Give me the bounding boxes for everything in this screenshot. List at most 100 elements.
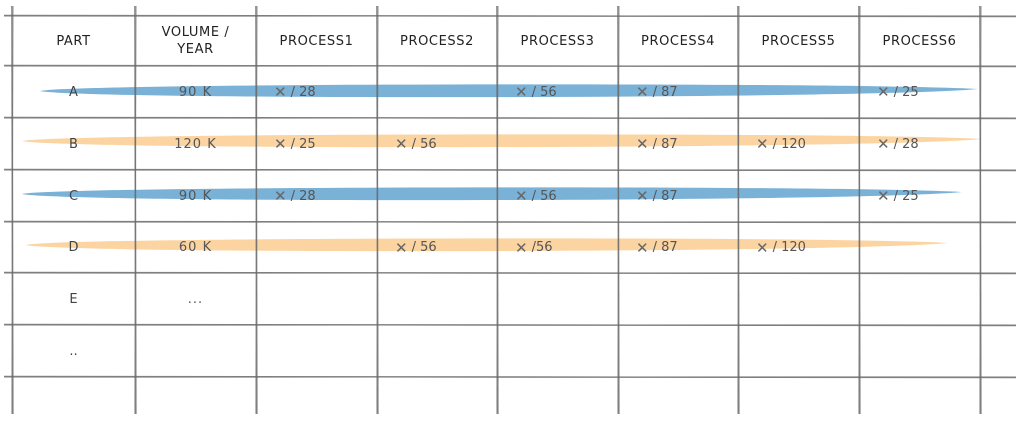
process-assignment: ✕/ 25 (859, 170, 980, 222)
process-assignment: ✕/ 25 (256, 118, 377, 170)
grid-column-line (737, 5, 740, 415)
cycle-value: / 28 (290, 84, 316, 100)
volume-value: 90 K (178, 84, 213, 100)
part-label: .. (69, 343, 78, 359)
process-assignment: ✕/ 28 (256, 170, 377, 222)
process-assignment: ✕/ 87 (618, 66, 738, 118)
cycle-value: / 120 (772, 136, 806, 152)
cross-mark-icon: ✕ (395, 135, 408, 153)
grid-row-line (3, 220, 1017, 224)
cycle-value: / 87 (652, 188, 678, 204)
cycle-value: / 56 (411, 240, 437, 255)
cross-mark-icon: ✕ (756, 238, 769, 257)
cycle-value: / 28 (290, 188, 316, 204)
cycle-value: / 56 (411, 136, 437, 152)
process-assignment: ✕/ 56 (377, 118, 497, 170)
cycle-value: / 87 (652, 240, 678, 255)
volume-value: 90 K (178, 188, 213, 204)
grid-row-line (3, 14, 1017, 18)
process-assignment: ✕/56 (497, 222, 618, 273)
process-assignment: ✕/ 56 (497, 66, 618, 118)
cross-mark-icon: ✕ (877, 83, 890, 101)
cross-mark-icon: ✕ (515, 83, 528, 101)
process-assignment: ✕/ 25 (859, 66, 980, 118)
grid-row-line (3, 168, 1017, 172)
process-assignment: ✕/ 87 (618, 222, 738, 273)
cross-mark-icon: ✕ (636, 238, 649, 257)
grid-column-line (134, 5, 137, 415)
grid-row-line (3, 323, 1017, 327)
cross-mark-icon: ✕ (756, 135, 769, 153)
header-process-1: Process1 (279, 33, 354, 49)
grid-column-line (255, 5, 258, 415)
cross-mark-icon: ✕ (877, 135, 890, 153)
grid-row-line (3, 323, 1017, 327)
process-assignment: ✕/ 120 (738, 222, 859, 273)
cross-mark-icon: ✕ (877, 187, 890, 205)
cross-mark-icon: ✕ (636, 135, 649, 153)
grid-row-line (3, 271, 1017, 275)
cross-mark-icon: ✕ (636, 83, 649, 101)
cycle-value: / 25 (893, 188, 919, 204)
grid-row-line (3, 116, 1017, 120)
volume-value: 120 K (174, 136, 217, 152)
process-assignment: ✕/ 87 (618, 170, 738, 222)
cycle-value: / 120 (772, 240, 806, 255)
part-label: A (69, 84, 78, 100)
grid-row-line (3, 375, 1017, 379)
grid-row-line (3, 271, 1017, 275)
volume-value: 60 K (178, 240, 213, 255)
volume-value: ... (187, 291, 204, 307)
header-process-6: Process6 (882, 33, 957, 49)
grid-row-line (3, 117, 1017, 119)
header-volume-year: Volume / Year (161, 25, 230, 57)
header-process-2: Process2 (400, 33, 474, 49)
cross-mark-icon: ✕ (395, 238, 408, 257)
process-assignment: ✕/ 56 (377, 222, 497, 273)
cycle-value: / 25 (893, 84, 919, 100)
header-process-5: Process5 (761, 33, 836, 49)
cycle-value: /56 (531, 240, 553, 255)
process-assignment: ✕/ 56 (497, 170, 618, 222)
cycle-value: / 87 (652, 84, 678, 100)
grid-row-line (3, 168, 1017, 172)
process-assignment: ✕/ 28 (859, 118, 980, 170)
part-label: B (69, 136, 78, 152)
cross-mark-icon: ✕ (274, 83, 287, 101)
header-process-4: Process4 (641, 33, 715, 49)
highlight-stroke-a (40, 84, 978, 98)
part-label: C (68, 188, 79, 204)
process-assignment: ✕/ 120 (738, 118, 859, 170)
cross-mark-icon: ✕ (636, 187, 649, 205)
cross-mark-icon: ✕ (515, 187, 528, 205)
grid-column-line (858, 5, 861, 415)
grid-row-line (3, 65, 1017, 67)
grid-column-line (496, 5, 499, 415)
process-assignment: ✕/ 87 (618, 118, 738, 170)
part-label: E (69, 291, 78, 307)
cross-mark-icon: ✕ (515, 238, 528, 257)
header-part: Part (56, 33, 91, 49)
grid-row-line (3, 14, 1017, 18)
grid-column-line (11, 5, 14, 415)
grid-column-line (979, 5, 982, 415)
highlight-stroke-b (22, 134, 982, 148)
header-process-3: Process3 (520, 33, 595, 49)
grid-row-line (3, 220, 1017, 224)
volume-value (135, 325, 256, 377)
cycle-value: / 56 (531, 188, 557, 204)
cycle-value: / 28 (893, 136, 919, 152)
cross-mark-icon: ✕ (274, 187, 287, 205)
part-label: D (68, 240, 79, 255)
cycle-value: / 56 (531, 84, 557, 100)
grid-column-line (376, 5, 379, 415)
cross-mark-icon: ✕ (274, 135, 287, 153)
cycle-value: / 87 (652, 136, 678, 152)
cycle-value: / 25 (290, 136, 316, 152)
grid-row-line (3, 64, 1017, 68)
grid-column-line (617, 5, 620, 415)
grid-row-line (3, 375, 1017, 379)
process-assignment: ✕/ 28 (256, 66, 377, 118)
